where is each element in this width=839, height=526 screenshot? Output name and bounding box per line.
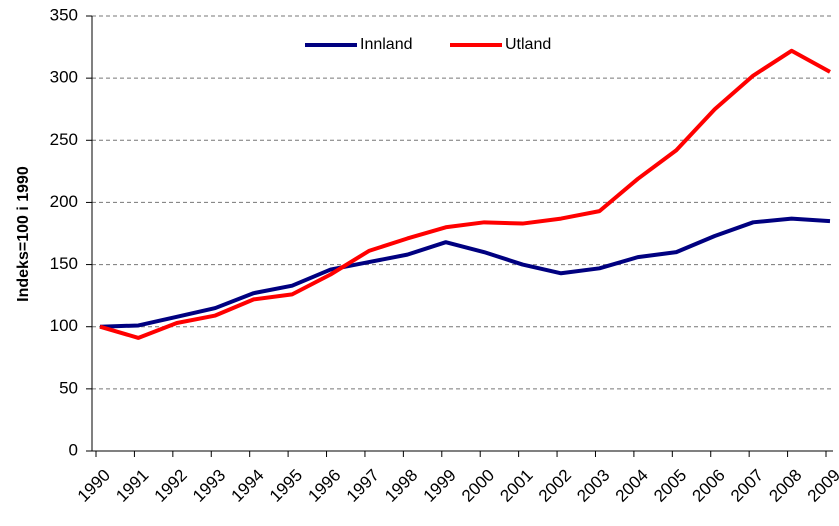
y-tick-label: 0 — [69, 440, 78, 459]
x-tick-label: 2004 — [612, 466, 652, 506]
y-tick-label: 150 — [50, 254, 78, 273]
y-tick-label: 300 — [50, 68, 78, 87]
series-line — [99, 48, 831, 340]
y-tick-label: 50 — [59, 378, 78, 397]
y-tick-label: 350 — [50, 5, 78, 24]
x-tick-label: 1990 — [74, 466, 114, 506]
legend-label: Utland — [505, 36, 551, 53]
legend-label: Innland — [360, 36, 413, 53]
x-tick-label: 1992 — [151, 466, 191, 506]
x-tick-label: 1993 — [189, 466, 229, 506]
y-tick-label: 200 — [50, 192, 78, 211]
x-tick-label: 2005 — [650, 466, 690, 506]
y-tick-label: 100 — [50, 316, 78, 335]
x-tick-label: 1991 — [112, 466, 152, 506]
x-tick-label: 2009 — [804, 466, 839, 506]
x-tick-label: 2000 — [458, 466, 498, 506]
x-tick-label: 2001 — [496, 466, 536, 506]
x-tick-label: 2003 — [573, 466, 613, 506]
x-tick-label: 1994 — [228, 466, 268, 506]
x-tick-label: 1997 — [343, 466, 383, 506]
x-tick-label: 1999 — [420, 466, 460, 506]
x-tick-label: 2008 — [765, 466, 805, 506]
x-tick-label: 2006 — [689, 466, 729, 506]
y-axis-label: Indeks=100 i 1990 — [15, 166, 32, 302]
x-tick-label: 1996 — [304, 466, 344, 506]
x-tick-label: 2002 — [535, 466, 575, 506]
y-tick-label: 250 — [50, 130, 78, 149]
x-tick-label: 2007 — [727, 466, 767, 506]
x-tick-label: 1995 — [266, 466, 306, 506]
x-tick-label: 1998 — [381, 466, 421, 506]
series-line — [99, 216, 831, 329]
